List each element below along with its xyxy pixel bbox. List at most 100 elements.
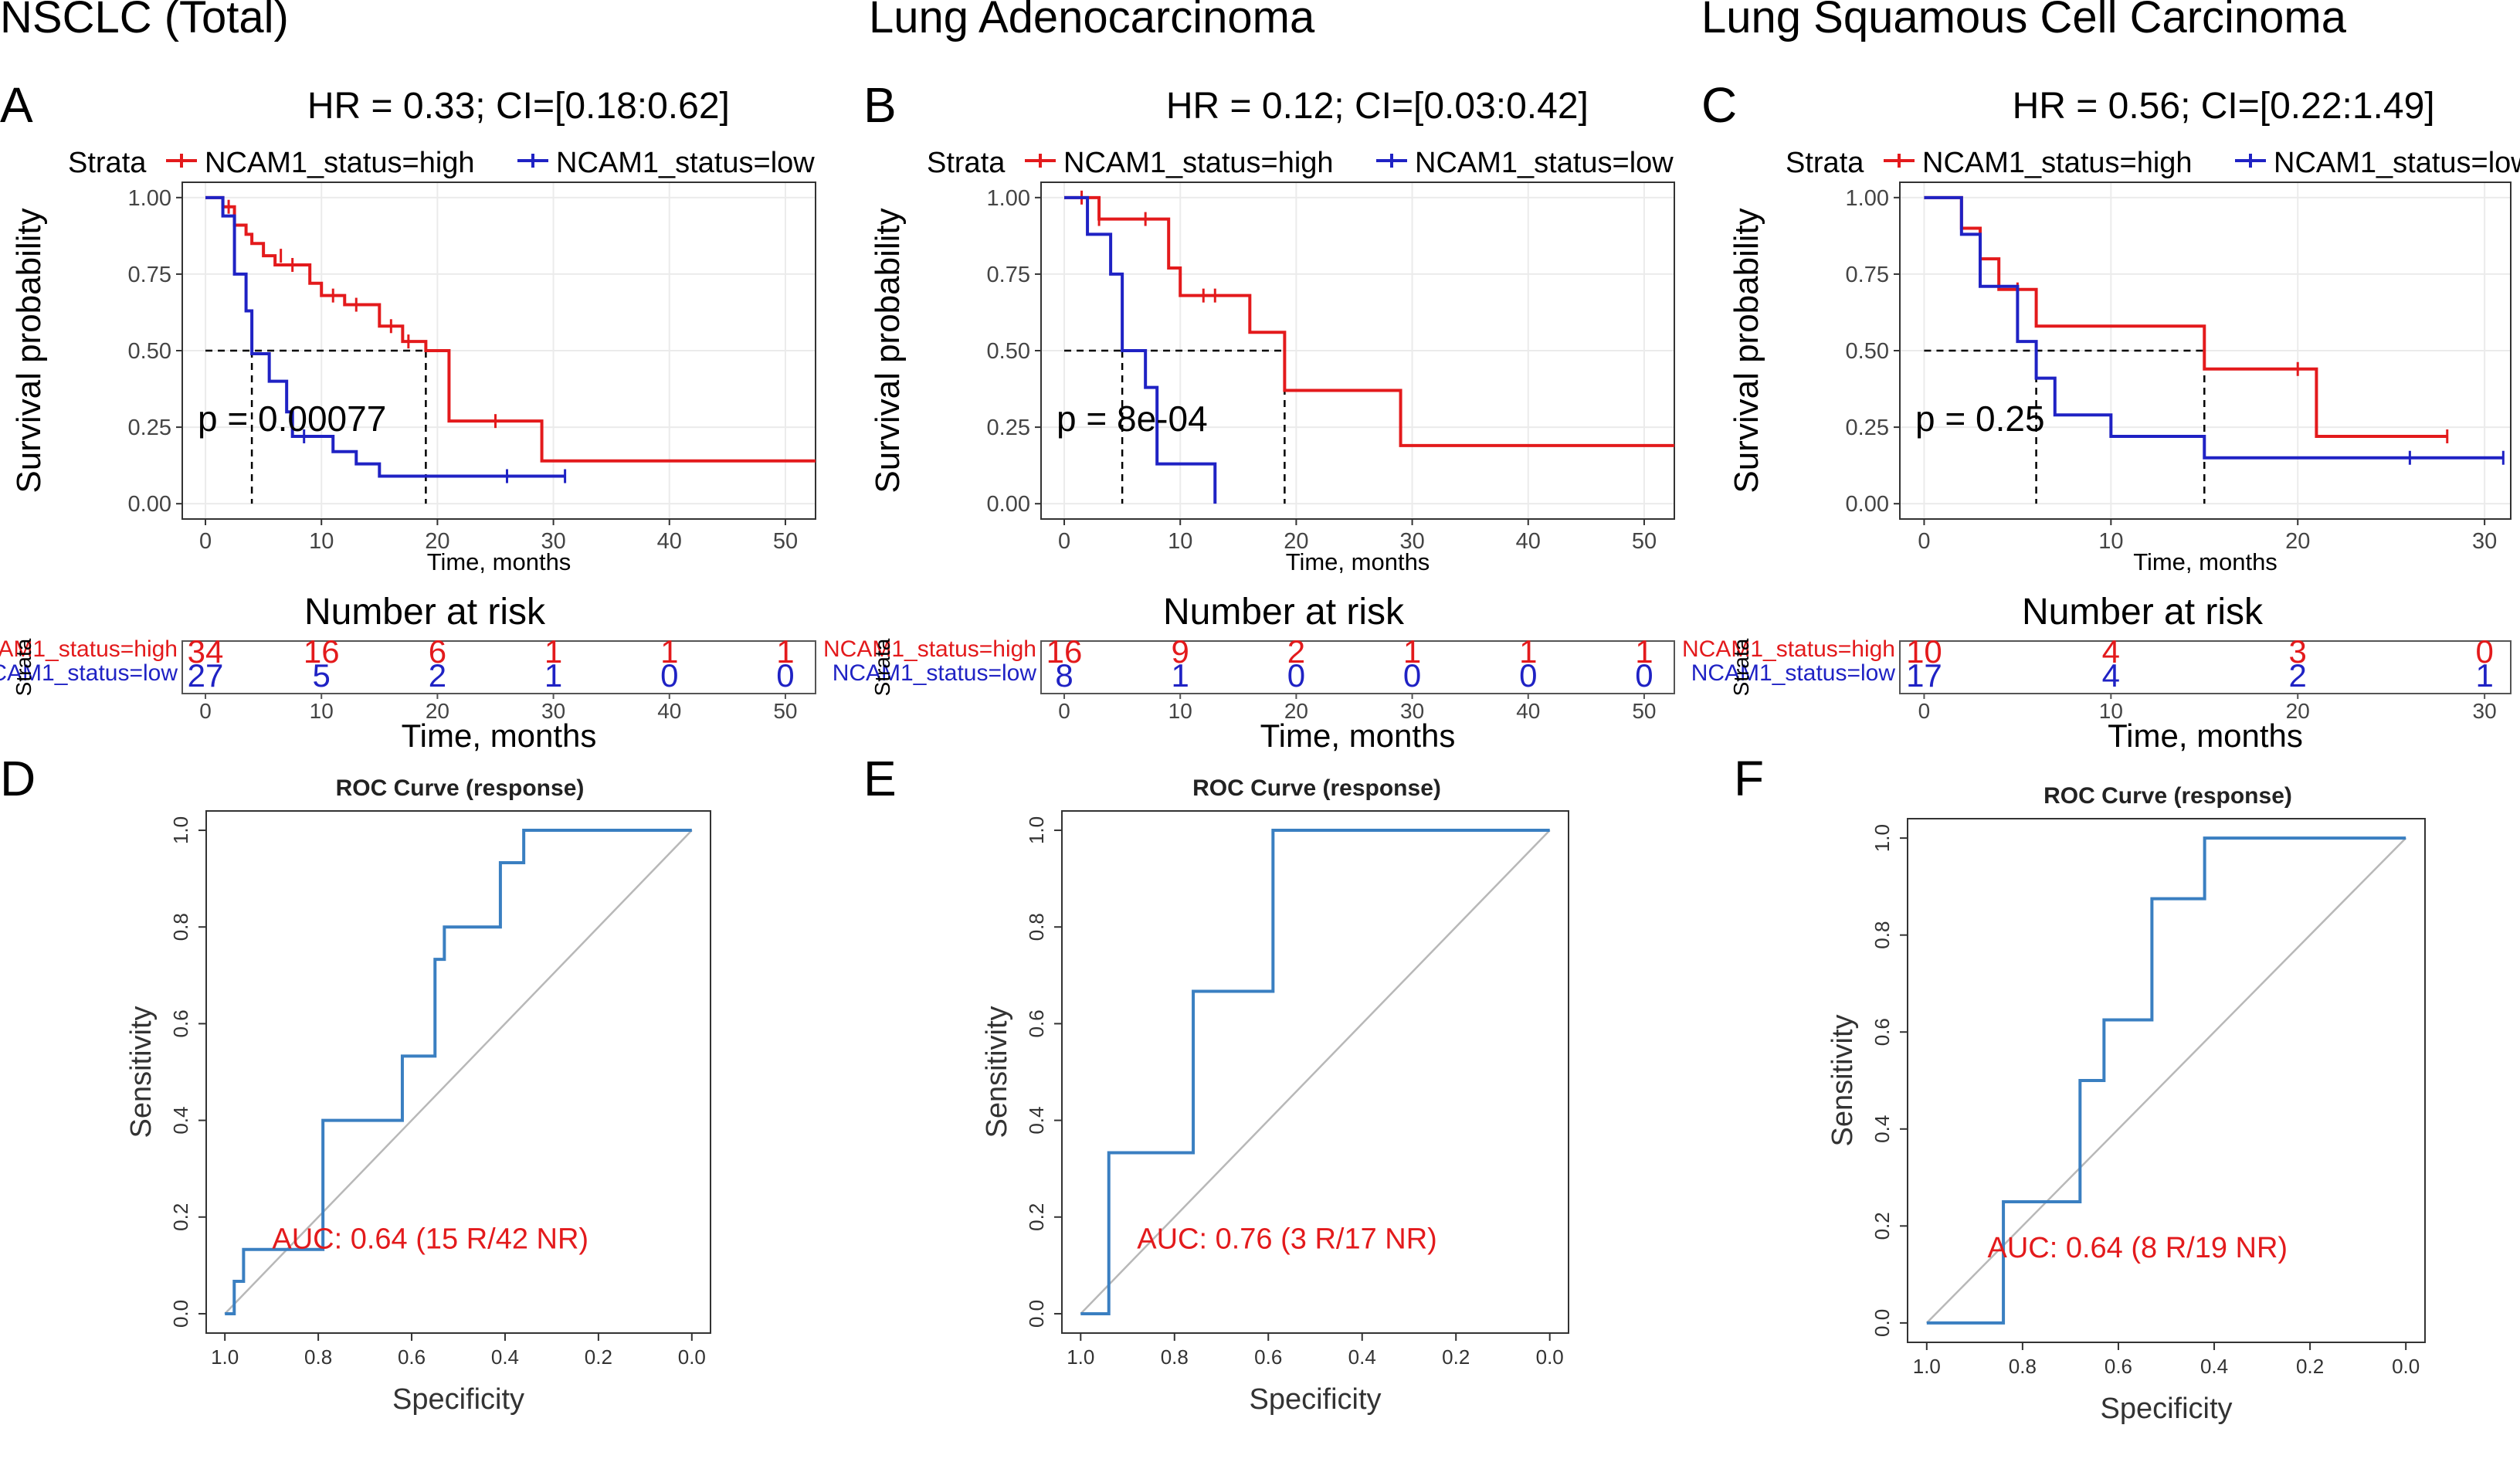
km-curve-low <box>1064 195 1217 504</box>
risk-count-high: 16 <box>304 633 340 670</box>
km-panel-c: HR = 0.56; CI=[0.22:1.49] Strata NCAM1_sta… <box>1728 86 2520 575</box>
risk-xtick-label: 10 <box>2099 699 2123 723</box>
roc-ytick-label: 0.8 <box>1870 921 1894 949</box>
risk-count-high: 1 <box>776 633 794 670</box>
panel-letter-f: F <box>1734 751 1764 806</box>
roc-reference-diagonal <box>224 829 693 1315</box>
risk-count-high: 34 <box>188 633 224 670</box>
roc-plot-border <box>1061 810 1569 1334</box>
km-xtick-label: 30 <box>1399 529 1424 554</box>
roc-ytick-label: 0.0 <box>1025 1300 1048 1328</box>
km-xtick-label: 0 <box>1058 529 1070 554</box>
risk-row-label-low: NCAM1_status=low <box>833 660 1037 686</box>
risk-count-high: 2 <box>1287 633 1305 670</box>
risk-count-high: 3 <box>2289 633 2307 670</box>
roc-xtick-label: 0.0 <box>1536 1345 1564 1369</box>
risk-xtick-label: 10 <box>310 699 334 723</box>
roc-xtick-label: 0.6 <box>1254 1345 1282 1369</box>
risk-count-low: 1 <box>2475 657 2493 694</box>
roc-curve <box>1926 836 2406 1325</box>
risk-row-label-low: NCAM1_status=low <box>1691 660 1896 686</box>
roc-xtick-label: 0.4 <box>491 1345 519 1369</box>
risk-count-low: 27 <box>188 657 224 694</box>
risk-count-high: 1 <box>544 633 562 670</box>
risk-table-border <box>1040 640 1675 694</box>
roc-xtick-label: 0.8 <box>2009 1355 2037 1378</box>
legend-title: Strata <box>1786 147 1864 179</box>
roc-ytick-label: 1.0 <box>1025 816 1048 844</box>
risk-x-axis-label: Time, months <box>402 718 597 754</box>
km-x-axis-label: Time, months <box>427 548 571 575</box>
roc-xtick-label: 0.6 <box>2105 1355 2132 1378</box>
risk-row-label-high: NCAM1_status=high <box>823 636 1036 662</box>
km-xtick-label: 40 <box>1516 529 1541 554</box>
km-xtick-label: 30 <box>2472 529 2497 554</box>
roc-xtick-label: 0.2 <box>2296 1355 2324 1378</box>
km-y-axis-label: Survival probability <box>869 208 907 493</box>
risk-count-low: 0 <box>660 657 678 694</box>
risk-count-low: 5 <box>313 657 331 694</box>
risk-xtick-label: 30 <box>541 699 565 723</box>
risk-count-low: 2 <box>2289 657 2307 694</box>
km-ytick-label: 0.00 <box>1846 492 1889 517</box>
legend-label-high: NCAM1_status=high <box>1922 147 2193 179</box>
risk-xtick-label: 0 <box>199 699 212 723</box>
roc-panel-e: ROC Curve (response) 0.0 0.2 0.4 0.6 0.8 1.0 1.… <box>981 775 1569 1416</box>
panel-letter-e: E <box>863 751 897 806</box>
roc-xtick-label: 1.0 <box>1067 1345 1094 1369</box>
roc-panel-d: ROC Curve (response) 0.0 0.2 0.4 0.6 0.8 1.0 1.… <box>125 775 711 1416</box>
risk-strata-label: Strata <box>1729 638 1753 696</box>
p-value: p = 0.25 <box>1915 399 2045 439</box>
risk-xtick-label: 30 <box>2473 699 2497 723</box>
km-x-axis-label: Time, months <box>2133 548 2277 575</box>
risk-x-axis-label: Time, months <box>2108 718 2303 754</box>
risk-xtick-label: 20 <box>2286 699 2310 723</box>
auc-label: AUC: 0.64 (8 R/19 NR) <box>1987 1232 2288 1264</box>
roc-ytick-label: 0.8 <box>169 913 192 941</box>
column-title-adenocarcinoma: Lung Adenocarcinoma <box>869 0 1315 42</box>
risk-row-label-high: NCAM1_status=high <box>1682 636 1895 662</box>
km-ytick-label: 0.25 <box>987 416 1030 440</box>
legend-label-high: NCAM1_status=high <box>205 147 475 179</box>
roc-xtick-label: 0.6 <box>398 1345 426 1369</box>
risk-count-low: 17 <box>1906 657 1942 694</box>
roc-ytick-label: 0.2 <box>1025 1203 1048 1231</box>
km-xtick-label: 40 <box>657 529 682 554</box>
risk-xtick-label: 0 <box>1918 699 1931 723</box>
km-xtick-label: 0 <box>1918 529 1930 554</box>
roc-xtick-label: 0.4 <box>1348 1345 1376 1369</box>
risk-count-low: 0 <box>1635 657 1653 694</box>
km-y-axis-label: Survival probability <box>10 208 48 493</box>
km-ytick-label: 0.00 <box>128 492 171 517</box>
roc-reference-diagonal <box>1925 837 2407 1324</box>
roc-xtick-label: 0.0 <box>2392 1355 2420 1378</box>
roc-ytick-label: 0.6 <box>1870 1018 1894 1046</box>
km-xtick-label: 10 <box>2098 529 2123 554</box>
km-title: HR = 0.33; CI=[0.18:0.62] <box>307 86 730 127</box>
roc-ytick-label: 1.0 <box>169 816 192 844</box>
risk-table-a: Number at riskNCAM1_status=high34166111N… <box>0 592 816 754</box>
risk-row-label-high: NCAM1_status=high <box>0 636 178 662</box>
roc-ytick-label: 0.4 <box>1870 1115 1894 1143</box>
risk-count-high: 4 <box>2102 633 2120 670</box>
risk-xtick-label: 40 <box>657 699 681 723</box>
roc-x-axis-label: Specificity <box>1249 1383 1381 1416</box>
roc-ytick-label: 0.2 <box>1870 1212 1894 1240</box>
km-xtick-label: 50 <box>1632 529 1657 554</box>
risk-count-high: 0 <box>2475 633 2493 670</box>
risk-xtick-label: 20 <box>1284 699 1308 723</box>
km-plot-border <box>1899 182 2512 520</box>
panel-letter-a: A <box>0 77 33 133</box>
risk-strata-label: Strata <box>870 638 894 696</box>
risk-count-high: 1 <box>1519 633 1537 670</box>
risk-count-high: 16 <box>1046 633 1083 670</box>
risk-count-low: 1 <box>544 657 562 694</box>
roc-ytick-label: 0.4 <box>169 1107 192 1135</box>
column-title-squamous: Lung Squamous Cell Carcinoma <box>1701 0 2347 42</box>
km-ytick-label: 0.25 <box>1846 416 1889 440</box>
roc-xtick-label: 0.4 <box>2200 1355 2228 1378</box>
km-plot-border <box>181 182 816 520</box>
roc-x-axis-label: Specificity <box>392 1383 524 1416</box>
legend-title: Strata <box>68 147 147 179</box>
